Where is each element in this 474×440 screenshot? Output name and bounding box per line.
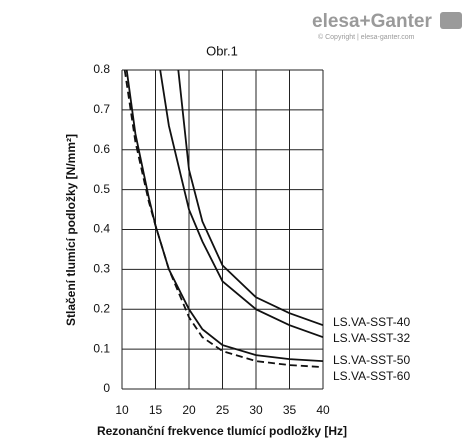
x-axis-label: Rezonanční frekvence tlumící podložky [H… [97, 424, 347, 438]
y-tick-label: 0 [103, 381, 110, 395]
legend-label: LS.VA-SST-50 [333, 353, 410, 367]
x-tick-label: 15 [149, 403, 163, 417]
y-tick-label: 0.3 [93, 262, 110, 276]
series-line [177, 69, 323, 327]
chart-title: Obr.1 [206, 43, 238, 58]
y-tick-label: 0.2 [93, 301, 110, 315]
logo: elesa+Ganter [312, 11, 432, 32]
logo-badge [440, 12, 462, 29]
legend-label: LS.VA-SST-32 [333, 331, 410, 345]
y-tick-label: 0.8 [93, 62, 110, 76]
legend-label: LS.VA-SST-60 [333, 369, 410, 383]
copyright: © Copyright | elesa-ganter.com [318, 33, 415, 41]
series-line [159, 69, 323, 339]
series-line [125, 69, 323, 362]
y-tick-label: 0.1 [93, 341, 110, 355]
x-tick-label: 10 [115, 403, 129, 417]
legend-label: LS.VA-SST-40 [333, 315, 410, 329]
x-tick-label: 30 [249, 403, 263, 417]
y-tick-label: 0.4 [93, 222, 110, 236]
x-tick-label: 25 [216, 403, 230, 417]
x-tick-label: 40 [316, 403, 330, 417]
x-tick-label: 20 [182, 403, 196, 417]
y-tick-label: 0.5 [93, 182, 110, 196]
y-tick-label: 0.6 [93, 142, 110, 156]
x-tick-label: 35 [283, 403, 297, 417]
y-axis-label: Stlačení tlumící podložky [N/mm²] [64, 134, 78, 326]
series-line [123, 69, 323, 368]
y-tick-label: 0.7 [93, 102, 110, 116]
